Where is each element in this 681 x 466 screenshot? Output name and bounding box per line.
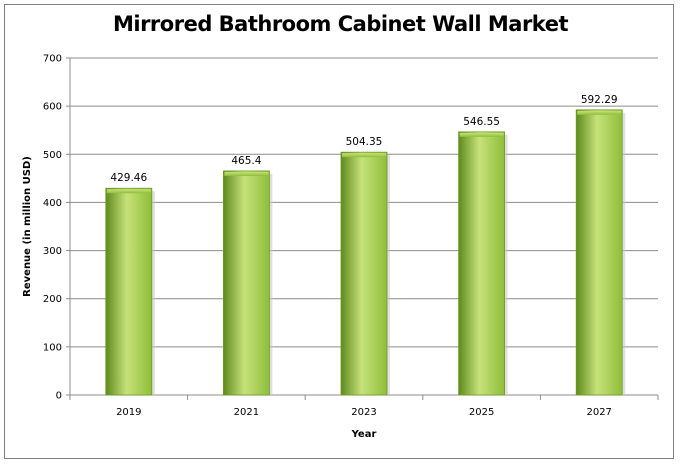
x-axis-title: Year bbox=[351, 429, 377, 440]
y-tick-label-600: 600 bbox=[43, 102, 62, 113]
x-tick-label-2023: 2023 bbox=[351, 407, 376, 418]
bar-cap-2021 bbox=[224, 171, 269, 176]
y-axis-title: Revenue (in million USD) bbox=[22, 156, 33, 297]
data-label-2025: 546.55 bbox=[463, 116, 500, 128]
x-tick-label-2021: 2021 bbox=[234, 407, 259, 418]
x-tick-label-2019: 2019 bbox=[116, 407, 141, 418]
bars bbox=[105, 109, 626, 396]
chart-title: Mirrored Bathroom Cabinet Wall Market bbox=[112, 12, 569, 36]
y-tick-label-0: 0 bbox=[56, 391, 62, 402]
y-tick-label-400: 400 bbox=[43, 198, 62, 209]
x-tick-label-2025: 2025 bbox=[469, 407, 494, 418]
bar-2023 bbox=[340, 151, 388, 396]
bar-cap-2025 bbox=[459, 132, 504, 137]
bar-2027 bbox=[575, 109, 623, 396]
bar-2019 bbox=[105, 187, 153, 396]
y-tick-label-300: 300 bbox=[43, 246, 62, 257]
y-tick-label-100: 100 bbox=[43, 342, 62, 353]
bar-cap-2019 bbox=[106, 189, 151, 194]
data-label-2023: 504.35 bbox=[346, 136, 383, 148]
labels: 0 100 200 300 400 500 600 700 429.46 2019 465.4 202… bbox=[43, 54, 618, 419]
bar-cap-2023 bbox=[342, 153, 386, 158]
y-tick-label-200: 200 bbox=[43, 294, 62, 305]
bar-cap-2027 bbox=[577, 110, 622, 115]
y-tick-label-500: 500 bbox=[43, 150, 62, 161]
bar-2021 bbox=[222, 170, 270, 396]
data-label-2019: 429.46 bbox=[110, 172, 147, 184]
data-label-2021: 465.4 bbox=[231, 155, 261, 167]
y-tick-label-700: 700 bbox=[43, 54, 62, 65]
data-label-2027: 592.29 bbox=[581, 94, 618, 106]
bar-2025 bbox=[458, 131, 506, 396]
x-tick-label-2027: 2027 bbox=[586, 407, 611, 418]
